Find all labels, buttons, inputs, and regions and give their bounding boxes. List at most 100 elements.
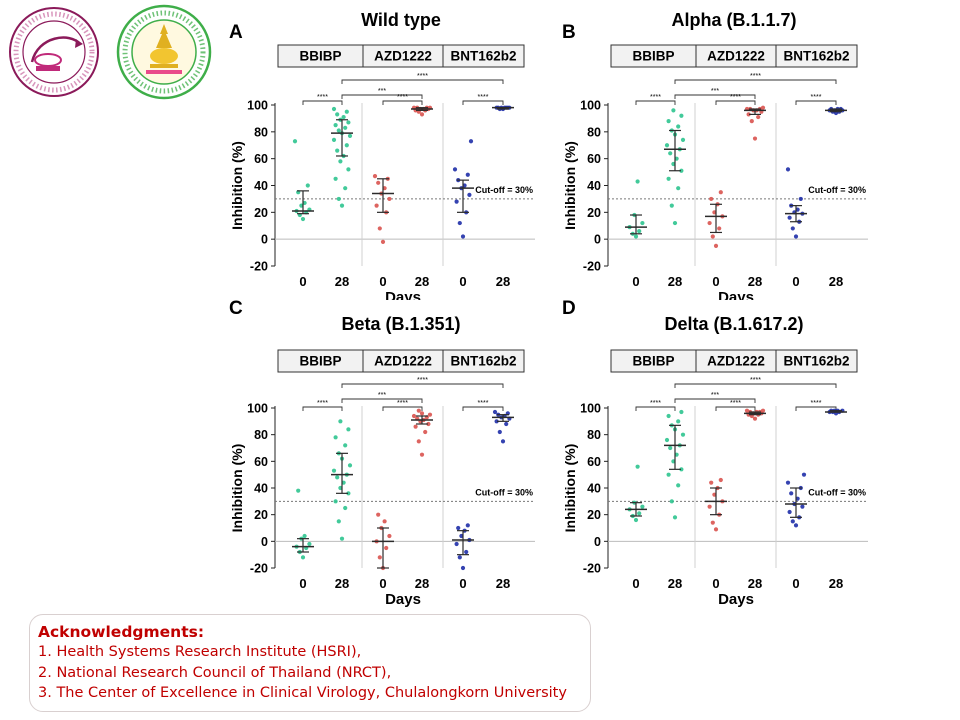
data-point bbox=[707, 504, 712, 509]
data-point bbox=[377, 555, 382, 560]
data-point bbox=[790, 226, 795, 231]
iqr-error-bar bbox=[377, 527, 389, 569]
chart-title-a: Wild type bbox=[361, 10, 441, 30]
data-point bbox=[343, 125, 348, 130]
data-point bbox=[504, 421, 509, 427]
significance-bracket-line bbox=[795, 406, 837, 411]
y-tick-label: 60 bbox=[587, 455, 601, 469]
data-point bbox=[637, 511, 642, 516]
data-point bbox=[664, 143, 670, 148]
vaccine-header-box-bnt162b2 bbox=[442, 349, 525, 373]
data-point bbox=[344, 109, 349, 114]
data-point bbox=[789, 491, 794, 496]
data-point bbox=[336, 196, 341, 202]
data-point bbox=[666, 472, 671, 477]
significance-label: **** bbox=[397, 94, 408, 101]
y-tick-label: 0 bbox=[594, 535, 601, 549]
y-axis-label-d: Inhibition (%) bbox=[562, 444, 578, 533]
significance-bracket: **** bbox=[795, 94, 837, 105]
data-point bbox=[457, 555, 462, 560]
vaccine-header-box-bnt162b2 bbox=[775, 349, 858, 373]
data-point bbox=[709, 480, 714, 485]
x-tick-label: 28 bbox=[496, 576, 510, 591]
data-point bbox=[793, 234, 799, 239]
data-point bbox=[713, 243, 719, 248]
significance-bracket-line bbox=[674, 383, 837, 388]
significance-label: **** bbox=[317, 94, 328, 101]
significance-label: *** bbox=[711, 88, 719, 95]
data-point bbox=[335, 148, 340, 153]
data-point bbox=[346, 167, 351, 172]
significance-label: *** bbox=[711, 392, 719, 399]
vaccine-header-label-bnt162b2: BNT162b2 bbox=[783, 49, 849, 64]
x-tick-label: 0 bbox=[459, 274, 466, 289]
data-point bbox=[707, 220, 712, 226]
data-group-bbibp-day0 bbox=[625, 464, 647, 523]
x-axis-label-d: Days bbox=[718, 591, 754, 608]
data-point bbox=[713, 527, 719, 532]
data-point bbox=[338, 419, 343, 424]
significance-bracket-line bbox=[715, 100, 756, 105]
data-point bbox=[679, 409, 684, 415]
panel-letter-d: D bbox=[562, 300, 576, 319]
data-group-bnt162b2-day0 bbox=[785, 167, 807, 239]
vaccine-header-label-azd1222: AZD1222 bbox=[707, 354, 765, 369]
vaccine-header-label-azd1222: AZD1222 bbox=[707, 49, 765, 64]
data-group-azd1222-day28 bbox=[411, 408, 433, 457]
chart-panel-c: C Beta (B.1.351) BBIBP AZD1222 BNT162b2 **** *… bbox=[215, 298, 545, 615]
data-point bbox=[676, 124, 681, 129]
data-point bbox=[426, 421, 431, 427]
significance-label: **** bbox=[811, 400, 822, 407]
significance-label: **** bbox=[730, 94, 741, 101]
data-point bbox=[790, 519, 795, 524]
x-tick-label: 0 bbox=[379, 576, 386, 591]
significance-bracket: **** bbox=[462, 400, 504, 411]
significance-bracket: *** bbox=[341, 88, 423, 99]
vaccine-header-label-bbibp: BBIBP bbox=[299, 354, 341, 369]
data-point bbox=[635, 464, 640, 469]
y-tick-label: -20 bbox=[250, 260, 268, 274]
y-tick-label: 80 bbox=[254, 125, 268, 139]
x-tick-label: 28 bbox=[668, 576, 682, 591]
cutoff-label: Cut-off = 30% bbox=[808, 185, 866, 195]
data-point bbox=[749, 119, 754, 124]
y-tick-label: 60 bbox=[587, 152, 601, 166]
data-group-bbibp-day28 bbox=[664, 409, 686, 520]
x-tick-label: 0 bbox=[299, 576, 306, 591]
data-point bbox=[307, 541, 312, 547]
data-point bbox=[380, 239, 386, 244]
data-group-bnt162b2-day28 bbox=[492, 409, 514, 444]
data-point bbox=[760, 408, 766, 413]
data-point bbox=[672, 220, 678, 226]
data-point bbox=[668, 151, 673, 156]
data-point bbox=[346, 427, 351, 432]
x-tick-label: 28 bbox=[415, 274, 429, 289]
data-point bbox=[456, 525, 461, 531]
data-point bbox=[331, 468, 337, 473]
data-point bbox=[333, 499, 338, 504]
data-point bbox=[419, 411, 425, 416]
data-point bbox=[454, 199, 459, 204]
data-point bbox=[376, 180, 381, 185]
acknowledgments-box: Acknowledgments: 1. Health Systems Resea… bbox=[29, 614, 591, 712]
y-tick-label: 100 bbox=[247, 99, 268, 113]
data-point bbox=[338, 159, 343, 164]
data-group-bbibp-day0 bbox=[292, 139, 314, 222]
data-point bbox=[679, 113, 684, 118]
data-group-azd1222-day0 bbox=[372, 512, 394, 571]
data-point bbox=[640, 220, 645, 226]
data-point bbox=[756, 114, 761, 120]
data-point bbox=[343, 186, 348, 191]
data-point bbox=[671, 108, 676, 113]
x-tick-label: 0 bbox=[632, 274, 639, 289]
significance-bracket: **** bbox=[341, 377, 504, 388]
x-tick-label: 28 bbox=[335, 576, 349, 591]
y-tick-label: 0 bbox=[261, 233, 268, 247]
significance-label: **** bbox=[750, 73, 761, 80]
data-point bbox=[465, 523, 470, 528]
y-tick-label: 40 bbox=[587, 482, 601, 496]
data-group-bbibp-day0 bbox=[625, 179, 647, 239]
significance-label: **** bbox=[478, 94, 489, 101]
y-tick-label: -20 bbox=[583, 562, 601, 576]
